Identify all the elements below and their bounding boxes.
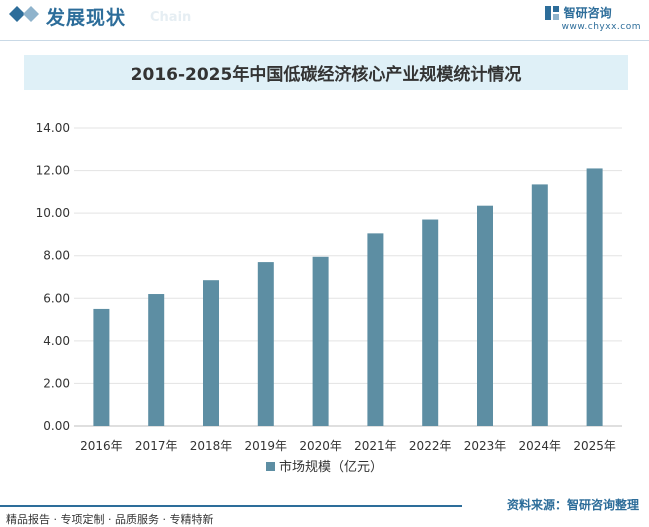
y-tick-label: 10.00 bbox=[36, 206, 70, 220]
x-tick-label: 2025年 bbox=[573, 439, 616, 453]
x-tick-label: 2017年 bbox=[135, 439, 178, 453]
watermark-text: Chain bbox=[150, 10, 192, 25]
chart-title-band: 2016-2025年中国低碳经济核心产业规模统计情况 bbox=[24, 55, 628, 90]
bar bbox=[312, 256, 329, 426]
bar bbox=[148, 294, 165, 426]
footer-divider bbox=[0, 505, 462, 507]
bar bbox=[257, 262, 274, 426]
header-divider bbox=[0, 40, 649, 41]
bar bbox=[203, 280, 219, 426]
bar bbox=[586, 168, 603, 426]
legend: 市场规模（亿元） bbox=[0, 456, 649, 475]
y-tick-label: 0.00 bbox=[43, 419, 70, 433]
bar bbox=[422, 219, 439, 426]
brand: 智研咨询 www.chyxx.com bbox=[544, 4, 641, 32]
source-note: 资料来源：智研咨询整理 bbox=[506, 498, 639, 512]
y-tick-label: 4.00 bbox=[43, 334, 70, 348]
bar bbox=[531, 184, 548, 426]
x-tick-label: 2018年 bbox=[190, 439, 233, 453]
bar bbox=[367, 233, 384, 426]
chart-title: 2016-2025年中国低碳经济核心产业规模统计情况 bbox=[130, 65, 522, 85]
brand-name: 智研咨询 bbox=[563, 6, 612, 20]
legend-label: 市场规模（亿元） bbox=[278, 460, 383, 475]
section-title: 发展现状 bbox=[46, 7, 127, 29]
y-tick-label: 14.00 bbox=[36, 121, 70, 135]
y-tick-label: 6.00 bbox=[43, 291, 70, 305]
header: 发展现状 Chain 智研咨询 www.chyxx.com bbox=[0, 0, 649, 36]
x-tick-label: 2021年 bbox=[354, 439, 397, 453]
brand-logo-icon bbox=[544, 5, 559, 20]
x-tick-label: 2019年 bbox=[245, 439, 288, 453]
y-tick-label: 8.00 bbox=[43, 249, 70, 263]
x-tick-label: 2022年 bbox=[409, 439, 452, 453]
y-tick-label: 12.00 bbox=[36, 164, 70, 178]
legend-swatch bbox=[265, 462, 275, 471]
x-tick-label: 2024年 bbox=[519, 439, 562, 453]
x-tick-label: 2023年 bbox=[464, 439, 507, 453]
y-tick-label: 2.00 bbox=[43, 376, 70, 390]
x-tick-label: 2016年 bbox=[80, 439, 123, 453]
footer-tagline: 精品报告 · 专项定制 · 品质服务 · 专精特新 bbox=[6, 513, 214, 526]
bar bbox=[93, 308, 110, 426]
bar bbox=[477, 205, 493, 426]
brand-url: www.chyxx.com bbox=[561, 22, 641, 32]
diamond-icon bbox=[9, 6, 39, 22]
x-tick-label: 2020年 bbox=[299, 439, 342, 453]
